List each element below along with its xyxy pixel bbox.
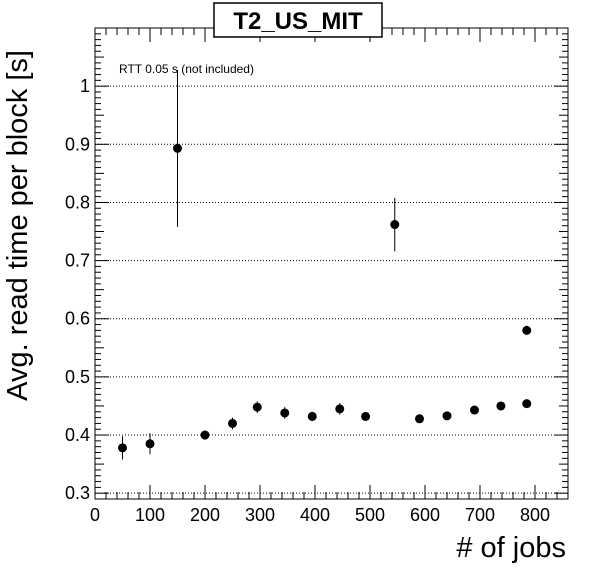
y-axis-label: Avg. read time per block [s] <box>2 50 34 401</box>
x-tick-label: 700 <box>465 505 495 525</box>
y-tick-label: 0.4 <box>65 425 90 445</box>
data-points <box>118 69 532 460</box>
data-point <box>522 399 532 409</box>
data-point <box>470 405 479 415</box>
data-point <box>173 143 182 153</box>
grid-lines <box>95 85 568 494</box>
x-tick-label: 300 <box>245 505 275 525</box>
y-tick-label: 1 <box>80 76 90 96</box>
data-point <box>361 411 371 421</box>
y-tick-label: 0.8 <box>65 192 90 212</box>
data-point <box>335 404 345 414</box>
data-point <box>442 411 452 421</box>
x-tick-label: 800 <box>520 505 550 525</box>
x-tick-label: 0 <box>90 505 100 525</box>
y-tick-label: 0.3 <box>65 483 90 503</box>
data-point <box>390 220 400 230</box>
data-point <box>200 430 210 440</box>
data-point <box>145 439 155 449</box>
y-tick-labels: 0.3 0.4 0.5 0.6 0.7 0.8 0.9 1 <box>65 76 90 503</box>
x-tick-labels: 0 100 200 300 400 500 600 700 800 <box>90 505 550 525</box>
x-tick-label: 100 <box>135 505 165 525</box>
data-point <box>252 402 262 412</box>
y-tick-label: 0.7 <box>65 251 90 271</box>
data-point <box>307 411 317 421</box>
x-tick-label: 500 <box>355 505 385 525</box>
chart-title: T2_US_MIT <box>233 8 363 35</box>
x-tick-label: 400 <box>300 505 330 525</box>
data-point <box>118 443 127 453</box>
data-point <box>415 414 424 424</box>
x-axis-label: # of jobs <box>456 532 566 564</box>
data-point <box>228 418 237 428</box>
y-tick-label: 0.9 <box>65 134 90 154</box>
rtt-annotation: RTT 0.05 s (not included) <box>119 62 254 76</box>
data-point <box>496 401 506 411</box>
plot-frame <box>94 27 569 500</box>
x-tick-label: 600 <box>410 505 440 525</box>
x-tick-label: 200 <box>190 505 220 525</box>
data-point <box>522 325 532 335</box>
y-tick-label: 0.5 <box>65 367 90 387</box>
title-box <box>213 2 383 38</box>
y-tick-label: 0.6 <box>65 309 90 329</box>
axis-ticks <box>94 27 569 500</box>
data-point <box>280 408 290 418</box>
